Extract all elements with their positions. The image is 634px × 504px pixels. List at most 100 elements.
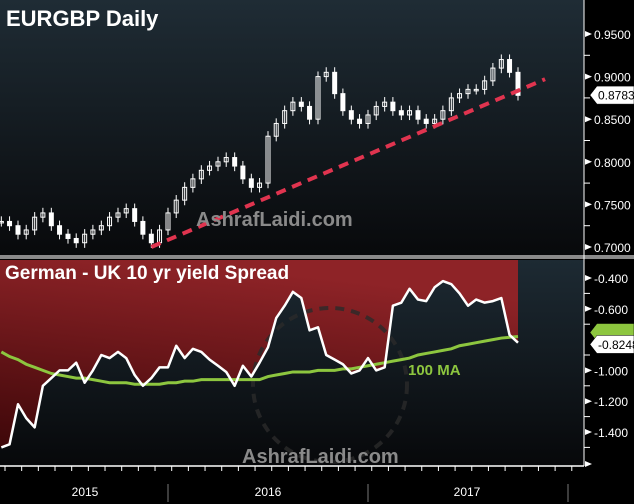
candle-body [223, 157, 229, 163]
y-tick-label: 0.8000 [594, 156, 631, 170]
x-tick-label: 2015 [72, 485, 99, 499]
candle-body [40, 212, 46, 218]
spread-title: German - UK 10 yr yield Spread [5, 263, 289, 284]
candle-body [57, 225, 63, 235]
candle-body [98, 225, 104, 231]
candle-body [373, 105, 379, 116]
candle-body [298, 101, 304, 107]
y-tick-label: -1.000 [594, 364, 628, 378]
candle-body [190, 178, 196, 188]
candle-body [240, 165, 246, 180]
candle-body [207, 165, 213, 171]
candle-body [15, 225, 21, 235]
candle-body [382, 101, 388, 107]
candle-body [365, 114, 371, 124]
candle-body [332, 71, 338, 95]
candle-body [348, 110, 354, 120]
y-tick [585, 429, 592, 435]
y-tick [585, 73, 592, 80]
eurgbp-value-tag-text: 0.8783 [598, 89, 634, 103]
candle-body [123, 208, 129, 214]
candle-body [48, 212, 54, 227]
candle-body [257, 182, 263, 188]
candle-body [65, 233, 71, 239]
candle-body [182, 186, 188, 201]
y-tick-label: 0.9500 [594, 28, 631, 42]
candle-body [148, 233, 154, 244]
candle-body [498, 59, 504, 69]
spread-value-tag-text: -0.8248 [598, 338, 634, 352]
candle-body [457, 93, 463, 99]
candle-body [315, 76, 321, 120]
candle-body [73, 237, 79, 244]
candle-body [515, 71, 521, 96]
candle-body [473, 88, 479, 92]
y-tick [585, 116, 592, 123]
x-tick-label: 2016 [255, 485, 282, 499]
y-tick [585, 158, 592, 165]
candle-body [448, 97, 454, 112]
candle-body [423, 118, 429, 124]
eurgbp-value-tag [589, 85, 634, 105]
y-tick [585, 398, 592, 405]
candle-body [282, 110, 288, 124]
y-tick-label: 0.7500 [594, 198, 631, 212]
candle-body [323, 71, 329, 78]
candle-body [215, 161, 221, 167]
candle-body [290, 101, 296, 112]
x-tick-label: 2017 [454, 485, 481, 499]
candle-body [165, 212, 171, 231]
candle-body [440, 110, 446, 120]
candle-body [232, 157, 238, 167]
top-panel [0, 0, 584, 256]
watermark-bottom: AshrafLaidi.com [242, 446, 399, 468]
candle-body [307, 105, 313, 120]
candle-body [265, 135, 271, 184]
candle-body [490, 67, 496, 82]
candle-body [340, 93, 346, 112]
y-tick [585, 275, 592, 281]
y-tick [585, 31, 592, 37]
candle-body [140, 220, 146, 235]
spread-panel [0, 260, 519, 464]
candle-body [90, 229, 96, 235]
candle-body [7, 220, 13, 227]
dashed-circle-annotation [251, 306, 409, 464]
candle-body [507, 59, 513, 73]
candle-body [432, 118, 438, 124]
y-tick-label: -0.400 [594, 272, 628, 286]
candle-body [482, 80, 488, 90]
y-tick [585, 305, 592, 312]
trendline [150, 77, 546, 249]
y-tick [585, 201, 592, 208]
candle-body [32, 216, 38, 231]
candle-body [82, 233, 88, 244]
candle-body [23, 229, 29, 235]
y-tick-label: -0.600 [594, 303, 628, 317]
candle-body [107, 216, 113, 227]
eurgbp-panel [0, 54, 521, 248]
candle-body [390, 101, 396, 112]
candle-body [115, 212, 121, 218]
y-tick-label: 0.8500 [594, 113, 631, 127]
candle-body [248, 178, 254, 188]
candle-body [407, 110, 413, 116]
candle-body [398, 110, 404, 116]
ma-label: 100 MA [408, 362, 461, 379]
candle-body [198, 169, 204, 180]
candle-body [132, 208, 138, 222]
candle-body [0, 220, 4, 224]
spread-line [0, 279, 519, 449]
candle-body [273, 122, 279, 137]
candle-body [465, 88, 471, 95]
y-tick [585, 244, 592, 250]
y-tick-label: -1.200 [594, 395, 628, 409]
panel-divider [0, 255, 634, 259]
candle-body [173, 199, 179, 214]
eurgbp-title: EURGBP Daily [6, 6, 159, 31]
y-tick [585, 461, 592, 467]
y-tick [585, 367, 592, 374]
spread-value-tag [589, 335, 634, 354]
